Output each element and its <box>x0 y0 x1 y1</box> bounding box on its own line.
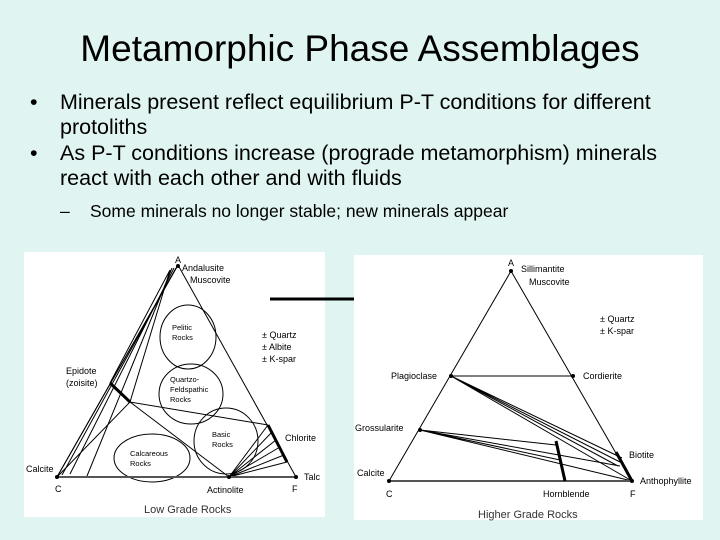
hornblende-label: Hornblende <box>543 489 590 499</box>
actinolite-label: Actinolite <box>207 485 244 495</box>
anthophyllite-label: Anthophyllite <box>640 476 692 486</box>
calcareous-field <box>113 433 191 483</box>
calcareous-label: Rocks <box>130 459 151 468</box>
pelitic-label: Pelitic <box>172 323 192 332</box>
quartzo-label: Quartzo- <box>170 375 200 384</box>
talc-label: Talc <box>304 472 321 482</box>
quartz-label: ± Quartz <box>600 314 635 324</box>
muscovite-label: Muscovite <box>529 277 570 287</box>
zoisite-label: (zoisite) <box>66 378 98 388</box>
apex-a-label: A <box>175 255 181 265</box>
andalusite-label: Andalusite <box>182 263 224 273</box>
quartzo-label: Feldspathic <box>170 385 209 394</box>
calcite-label: Calcite <box>26 464 54 474</box>
apex-a-label: A <box>508 258 514 268</box>
quartzo-field <box>158 363 224 425</box>
high-grade-diagram: A Sillimantite Muscovite ± Quartz ± K-sp… <box>354 255 703 521</box>
slide-title: Metamorphic Phase Assemblages <box>80 28 640 69</box>
muscovite-label: Muscovite <box>190 275 231 285</box>
epidote-bar <box>108 381 132 404</box>
pelitic-label: Rocks <box>172 333 193 342</box>
biotite-bar <box>614 451 634 482</box>
low-grade-panel <box>24 252 325 517</box>
tie-lines <box>61 267 177 477</box>
grossularite-label: Grossularite <box>355 423 404 433</box>
calcite-label: Calcite <box>357 468 385 478</box>
apex-f-label: F <box>630 489 636 499</box>
bullet-item: • Minerals present reflect equilibrium P-… <box>30 90 710 140</box>
bullet-text: Minerals present reflect equilibrium P-T… <box>60 90 651 139</box>
kspar-label: ± K-spar <box>262 354 296 364</box>
basic-label: Basic <box>212 430 231 439</box>
epidote-label: Epidote <box>66 366 97 376</box>
chlorite-bar <box>266 424 289 463</box>
chlorite-label: Chlorite <box>285 433 316 443</box>
sub-bullet-item: – Some minerals no longer stable; new min… <box>30 199 710 224</box>
bullet-text: As P-T conditions increase (prograde met… <box>60 141 658 190</box>
apex-c-label: C <box>386 489 393 499</box>
dash-icon: – <box>60 201 70 221</box>
cordierite-label: Cordierite <box>583 371 622 381</box>
high-grade-panel <box>354 255 703 520</box>
bullet-item: • As P-T conditions increase (prograde me… <box>30 141 710 191</box>
basic-label: Rocks <box>212 440 233 449</box>
plagioclase-label: Plagioclase <box>391 371 437 381</box>
high-grade-caption: Higher Grade Rocks <box>478 509 578 521</box>
albite-label: ± Albite <box>262 342 291 352</box>
apex-c-label: C <box>55 484 62 494</box>
low-grade-diagram: A Andalusite Muscovite Epidote (zoisite)… <box>24 252 325 517</box>
kspar-label: ± K-spar <box>600 326 634 336</box>
basic-field <box>193 407 259 475</box>
sillimanite-label: Sillimantite <box>521 264 565 274</box>
bullet-icon: • <box>30 141 38 165</box>
biotite-label: Biotite <box>629 450 654 460</box>
quartzo-label: Rocks <box>170 395 191 404</box>
calcareous-label: Calcareous <box>130 449 168 458</box>
sub-bullet-text: Some minerals no longer stable; new mine… <box>90 201 509 221</box>
bullet-list: • Minerals present reflect equilibrium P-… <box>30 90 710 224</box>
pelitic-field <box>159 304 217 370</box>
low-grade-caption: Low Grade Rocks <box>144 504 232 516</box>
apex-f-label: F <box>292 484 298 494</box>
hornblende-bar <box>554 440 567 482</box>
tie-lines <box>419 375 633 482</box>
bullet-icon: • <box>30 90 38 114</box>
quartz-label: ± Quartz <box>262 330 297 340</box>
